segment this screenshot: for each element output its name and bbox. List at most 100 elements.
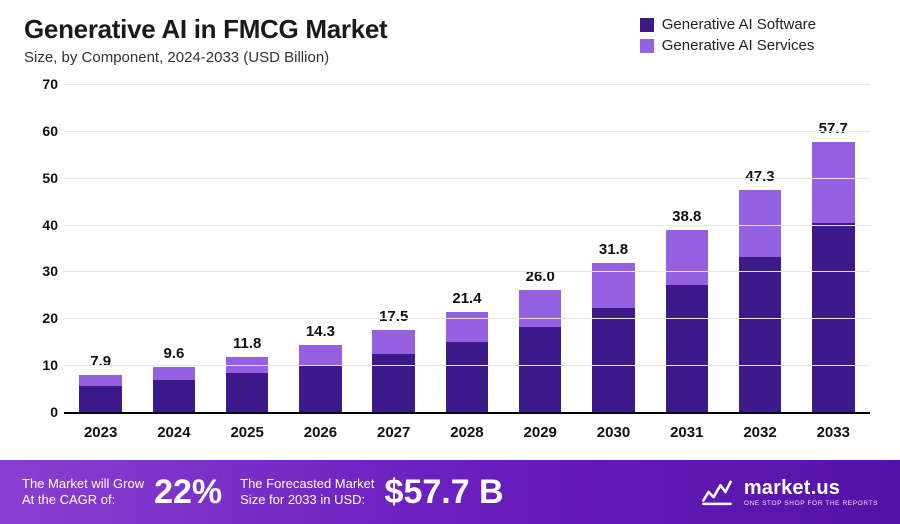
bar-segment-services <box>79 375 121 386</box>
bar-total-label: 7.9 <box>90 353 111 370</box>
bar-segment-software <box>226 373 268 412</box>
bar-total-label: 57.7 <box>819 120 848 137</box>
bar-segment-software <box>372 354 414 412</box>
legend-label: Generative AI Software <box>662 16 816 33</box>
bar-slot: 26.0 <box>504 84 577 412</box>
gridline <box>64 271 870 272</box>
bar: 57.7 <box>812 142 854 412</box>
bar-segment-software <box>299 365 341 412</box>
bar-segment-software <box>153 380 195 412</box>
x-tick-label: 2032 <box>723 418 796 444</box>
y-tick-label: 30 <box>28 263 58 279</box>
x-tick-label: 2029 <box>504 418 577 444</box>
bar: 21.4 <box>446 312 488 412</box>
bar-segment-services <box>446 312 488 342</box>
bar-slot: 57.7 <box>797 84 870 412</box>
gridline <box>64 225 870 226</box>
bar-segment-software <box>446 342 488 412</box>
x-tick-label: 2028 <box>430 418 503 444</box>
header: Generative AI in FMCG Market Size, by Co… <box>0 0 900 66</box>
forecast-label-line2: Size for 2033 in USD: <box>240 492 374 508</box>
x-tick-label: 2031 <box>650 418 723 444</box>
cagr-value: 22% <box>154 473 222 512</box>
bar: 17.5 <box>372 330 414 412</box>
gridline <box>64 318 870 319</box>
legend-swatch <box>640 18 654 32</box>
y-tick-label: 50 <box>28 170 58 186</box>
brand-text: market.us ONE STOP SHOP FOR THE REPORTS <box>744 477 878 507</box>
bar-slot: 17.5 <box>357 84 430 412</box>
legend-swatch <box>640 39 654 53</box>
cagr-label-line1: The Market will Grow <box>22 476 144 492</box>
bar-total-label: 14.3 <box>306 323 335 340</box>
x-tick-label: 2024 <box>137 418 210 444</box>
legend: Generative AI Software Generative AI Serv… <box>640 14 876 54</box>
chart-subtitle: Size, by Component, 2024-2033 (USD Billi… <box>24 49 387 66</box>
chart-title: Generative AI in FMCG Market <box>24 14 387 45</box>
bar-total-label: 38.8 <box>672 208 701 225</box>
footer-banner: The Market will Grow At the CAGR of: 22%… <box>0 460 900 524</box>
gridline <box>64 131 870 132</box>
bar-segment-services <box>153 367 195 380</box>
bar-total-label: 21.4 <box>452 290 481 307</box>
bar: 7.9 <box>79 375 121 412</box>
bars-container: 7.99.611.814.317.521.426.031.838.847.357… <box>64 84 870 412</box>
y-tick-label: 10 <box>28 357 58 373</box>
bar-segment-software <box>519 327 561 412</box>
bar: 31.8 <box>592 263 634 412</box>
bar-slot: 14.3 <box>284 84 357 412</box>
y-tick-label: 70 <box>28 76 58 92</box>
y-tick-label: 40 <box>28 217 58 233</box>
cagr-label: The Market will Grow At the CAGR of: <box>22 476 144 509</box>
bar-segment-services <box>592 263 634 308</box>
brand-tagline: ONE STOP SHOP FOR THE REPORTS <box>744 500 878 507</box>
x-tick-label: 2023 <box>64 418 137 444</box>
bar-segment-software <box>79 386 121 412</box>
x-tick-label: 2026 <box>284 418 357 444</box>
legend-item: Generative AI Services <box>640 37 816 54</box>
legend-label: Generative AI Services <box>662 37 815 54</box>
x-tick-label: 2030 <box>577 418 650 444</box>
plot-area: 7.99.611.814.317.521.426.031.838.847.357… <box>64 84 870 414</box>
y-tick-label: 60 <box>28 123 58 139</box>
title-block: Generative AI in FMCG Market Size, by Co… <box>24 14 387 66</box>
bar-slot: 31.8 <box>577 84 650 412</box>
bar: 38.8 <box>666 230 708 412</box>
bar-segment-software <box>592 308 634 412</box>
bar: 26.0 <box>519 290 561 412</box>
bar-segment-services <box>299 345 341 365</box>
forecast-label: The Forecasted Market Size for 2033 in U… <box>240 476 374 509</box>
gridline <box>64 365 870 366</box>
bar-segment-services <box>519 290 561 327</box>
x-tick-label: 2027 <box>357 418 430 444</box>
bar-slot: 38.8 <box>650 84 723 412</box>
brand: market.us ONE STOP SHOP FOR THE REPORTS <box>700 475 878 509</box>
forecast-label-line1: The Forecasted Market <box>240 476 374 492</box>
forecast-value: $57.7 B <box>385 473 504 512</box>
chart: 7.99.611.814.317.521.426.031.838.847.357… <box>24 74 876 444</box>
bar-slot: 9.6 <box>137 84 210 412</box>
gridline <box>64 178 870 179</box>
x-tick-label: 2033 <box>797 418 870 444</box>
bar-segment-services <box>372 330 414 354</box>
y-tick-label: 0 <box>28 404 58 420</box>
bar-segment-software <box>666 285 708 412</box>
bar-slot: 47.3 <box>723 84 796 412</box>
bar-slot: 11.8 <box>211 84 284 412</box>
x-tick-label: 2025 <box>211 418 284 444</box>
cagr-label-line2: At the CAGR of: <box>22 492 144 508</box>
legend-item: Generative AI Software <box>640 16 816 33</box>
brand-name: market.us <box>744 477 878 500</box>
bar: 14.3 <box>299 345 341 412</box>
bar-slot: 21.4 <box>430 84 503 412</box>
gridline <box>64 84 870 85</box>
bar: 9.6 <box>153 367 195 412</box>
brand-logo-icon <box>700 475 734 509</box>
y-tick-label: 20 <box>28 310 58 326</box>
bar-slot: 7.9 <box>64 84 137 412</box>
bar-segment-services <box>812 142 854 223</box>
bar-segment-software <box>739 257 781 412</box>
bar-total-label: 17.5 <box>379 308 408 325</box>
bar-total-label: 11.8 <box>233 335 261 352</box>
bar-total-label: 31.8 <box>599 241 628 258</box>
